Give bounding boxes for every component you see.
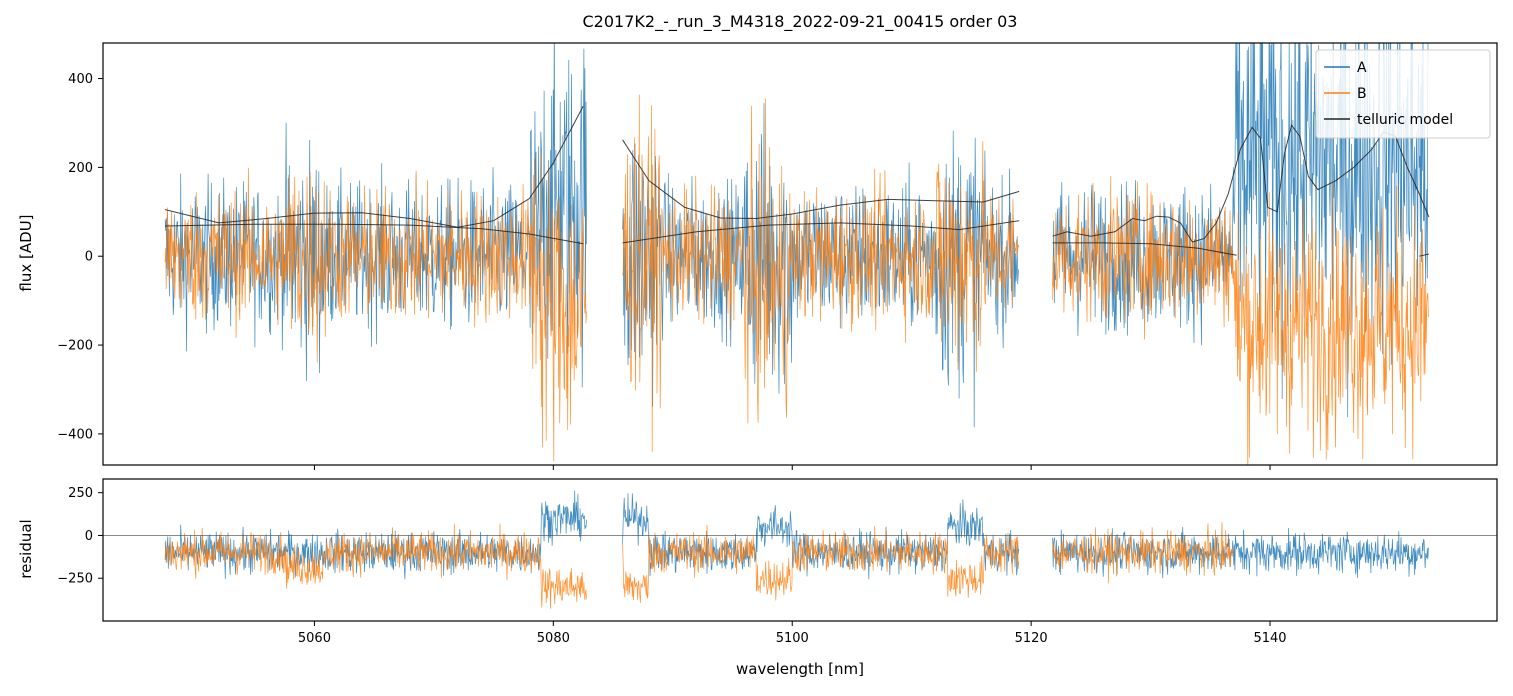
panel-frame-residual [102,478,1498,622]
x-tick-label-5120: 5120 [1015,631,1048,646]
x-tick-label-5080: 5080 [537,631,570,646]
x-axis-label: wavelength [nm] [736,660,864,678]
x-tick-label-5060: 5060 [298,631,331,646]
telluric-model-1-segment-0 [165,223,584,245]
x-tick-label-5140: 5140 [1253,631,1286,646]
y-tick-label-residual-0: 0 [85,529,93,544]
flux-axis-label: flux [ADU] [17,214,35,292]
series-b-flux-segment-0 [164,152,587,462]
y-tick-label-flux-400: 400 [68,72,93,87]
series-b-flux-segment-2 [1052,176,1429,465]
y-tick-label-residual--250: −250 [57,572,93,587]
y-tick-label-residual-250: 250 [68,486,93,501]
residual-panel-series [103,490,1497,609]
series-a-residual-segment-2 [1052,526,1429,579]
legend-entry-1: B [1357,86,1367,102]
series-b-residual-segment-2 [1052,522,1235,584]
telluric-model-0-segment-1 [622,139,1020,220]
y-tick-label-flux-0: 0 [85,250,93,265]
telluric-model-1-segment-3 [1419,253,1430,257]
telluric-model-0-segment-2 [1052,124,1430,243]
legend-box [1315,49,1491,139]
x-tick-label-5100: 5100 [776,631,809,646]
series-a-residual-segment-1 [622,493,1020,580]
y-tick-label-flux--200: −200 [57,339,93,354]
series-b-flux-segment-1 [622,94,1020,453]
telluric-model-1-segment-1 [622,220,1020,244]
chart-title: C2017K2_-_run_3_M4318_2022-09-21_00415 o… [582,12,1018,31]
y-tick-label-flux--400: −400 [57,427,93,442]
legend-entry-2: telluric model [1357,112,1453,128]
series-b-residual-segment-1 [622,524,1020,603]
series-b-residual-segment-0 [164,523,587,609]
residual-axis-label: residual [17,519,35,579]
telluric-model-1-segment-2 [1052,242,1237,256]
panel-frame-flux [102,42,1498,466]
telluric-model-0-segment-0 [164,105,584,228]
legend-entry-0: A [1357,60,1367,76]
flux-panel-series [164,43,1430,465]
y-tick-label-flux-200: 200 [68,161,93,176]
